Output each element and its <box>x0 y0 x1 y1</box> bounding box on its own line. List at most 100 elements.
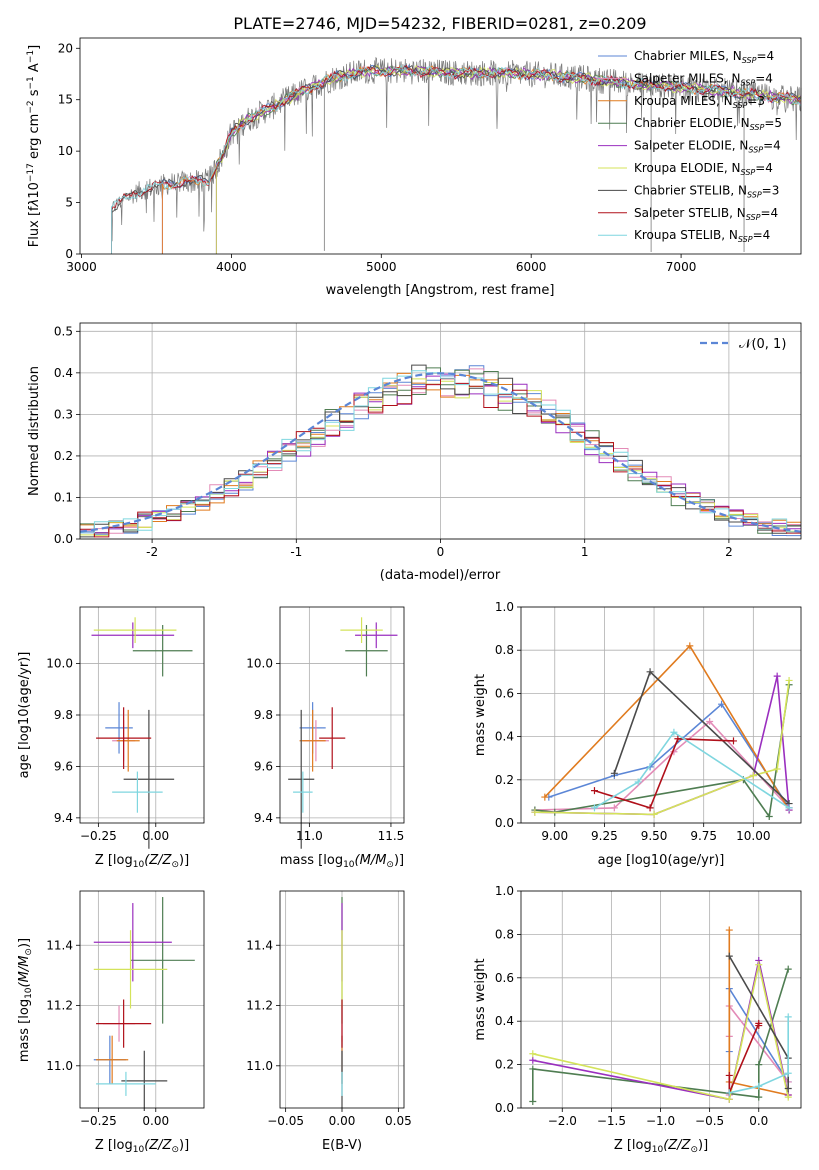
ylabel-sub: 10 <box>24 987 34 999</box>
ylabel-sun: ⊙ <box>24 948 34 956</box>
weight-point-marker <box>784 1084 792 1092</box>
x-axis-label: (data-model)/error <box>380 568 501 583</box>
ylabel-exp: −1 <box>26 50 36 63</box>
y-tick-label: 0.4 <box>495 730 514 744</box>
weight-vs-metallicity-panel: −2.0 −1.5 −1.0 −0.5 0.0 0.0 0.2 0.4 0.6 0.8 1.0 Z [… <box>473 884 802 1155</box>
x-tick-label: 6000 <box>516 260 547 274</box>
xlabel-sun: ⊙ <box>690 1145 698 1155</box>
y-axis-label: Flux [fλ10−17 erg cm−2 s−1 A−1] <box>26 45 42 247</box>
y-tick-label: 9.6 <box>254 759 273 773</box>
legend-name: Chabrier ELODIE, N <box>634 116 750 130</box>
y-tick-label: 9.4 <box>54 811 73 825</box>
x-tick-label: 0.00 <box>142 829 169 843</box>
weight-point-marker <box>650 810 658 818</box>
legend-name: Salpeter ELODIE, N <box>634 139 748 153</box>
xlabel-part: )] <box>179 853 189 868</box>
xlabel-part: (M/M <box>355 853 387 868</box>
xlabel-sub: 10 <box>343 860 355 870</box>
weight-point-marker <box>590 804 598 812</box>
model-spectrum-line <box>111 64 801 254</box>
ylabel-part: s <box>27 89 42 100</box>
xlabel-part: )] <box>698 1138 708 1153</box>
normal-distribution-curve <box>79 372 802 533</box>
y-tick-label: 0.0 <box>495 1101 514 1115</box>
weight-point-marker <box>784 1013 792 1021</box>
residuals-histogram-panel: -2 -1 0 1 2 0.0 0.1 0.2 0.3 0.4 0.5 𝒩(0, 1) (data-mo… <box>27 322 802 583</box>
xlabel-sub: 10 <box>652 1145 664 1155</box>
weight-point-marker <box>725 952 733 960</box>
weight-point-marker <box>749 771 757 779</box>
x-axis-label: wavelength [Angstrom, rest frame] <box>326 283 555 298</box>
y-tick-label: 10.0 <box>246 657 273 671</box>
legend-name: Kroupa MILES, N <box>634 94 733 108</box>
x-axis-label: Z [log10(Z/Z⊙)] <box>95 1138 189 1155</box>
weight-point-marker <box>729 737 737 745</box>
legend-sub: SSP <box>747 190 762 199</box>
xlabel-part: (Z/Z <box>144 853 172 868</box>
x-axis-label: mass [log10(M/M⊙)] <box>280 853 404 870</box>
axes-frame <box>520 890 802 1109</box>
legend-tail: =4 <box>760 206 778 220</box>
legend-sub: SSP <box>746 213 761 222</box>
legend-tail: =4 <box>755 71 773 85</box>
weight-point-marker <box>541 793 549 801</box>
legend-sub: SSP <box>742 56 757 65</box>
weight-point-marker <box>755 1093 763 1101</box>
legend-name: Chabrier STELIB, N <box>634 183 747 197</box>
xlabel-part: Z [log <box>614 1138 652 1153</box>
weight-point-marker <box>725 1095 733 1103</box>
weight-point-marker <box>765 813 773 821</box>
x-tick-label: 9.50 <box>641 829 668 843</box>
y-tick-label: 9.6 <box>54 759 73 773</box>
x-axis-label: age [log10(age/yr)] <box>598 853 725 868</box>
legend-sub: SSP <box>738 235 753 244</box>
y-tick-label: 9.4 <box>254 811 273 825</box>
legend-tail: =4 <box>753 228 771 242</box>
model-spectrum-line <box>215 65 802 254</box>
axes-frame <box>279 890 405 1109</box>
x-tick-label: 11.0 <box>296 829 323 843</box>
weight-point-marker <box>670 728 678 736</box>
y-axis-label: mass [log10(M/M⊙)] <box>17 938 34 1062</box>
y-tick-label: 0.2 <box>54 449 73 463</box>
legend-tail: =3 <box>747 94 765 108</box>
ylabel-part: mass [log <box>17 999 32 1062</box>
x-tick-label: 0 <box>437 545 445 559</box>
y-tick-label: 11.4 <box>46 938 73 952</box>
weight-point-marker <box>755 961 763 969</box>
xlabel-part: (Z/Z <box>144 1138 172 1153</box>
x-tick-label: 0.0 <box>749 1114 768 1128</box>
xlabel-part: mass [log <box>280 853 343 868</box>
weight-point-marker <box>785 804 793 812</box>
legend-label: Kroupa MILES, NSSP=3 <box>634 94 765 110</box>
weight-point-marker <box>725 1089 733 1097</box>
model-spectrum-line <box>215 64 802 254</box>
y-tick-label: 0.4 <box>495 1014 514 1028</box>
xlabel-sun: ⊙ <box>171 860 179 870</box>
x-tick-label: 9.00 <box>541 829 568 843</box>
x-tick-label: 0.00 <box>329 1114 356 1128</box>
x-tick-label: 0.00 <box>142 1114 169 1128</box>
y-tick-label: 0 <box>65 247 73 261</box>
legend-label: 𝒩(0, 1) <box>739 337 786 352</box>
x-axis-label: E(B-V) <box>322 1138 362 1153</box>
weight-point-marker <box>784 1093 792 1101</box>
weight-series-line <box>534 720 790 811</box>
weight-point-marker <box>773 672 781 680</box>
xlabel-sun: ⊙ <box>171 1145 179 1155</box>
ylabel-exp: −1 <box>26 76 36 89</box>
weight-point-marker <box>686 642 694 650</box>
axes-frame <box>79 606 205 824</box>
xlabel-part: (Z/Z <box>663 1138 691 1153</box>
x-tick-label: −0.25 <box>80 1114 117 1128</box>
legend-name: Salpeter MILES, N <box>634 71 741 85</box>
weight-point-marker <box>784 1069 792 1077</box>
x-axis-label: Z [log10(Z/Z⊙)] <box>614 1138 708 1155</box>
y-tick-label: 9.8 <box>54 708 73 722</box>
y-tick-label: 0.3 <box>54 407 73 421</box>
legend-name: Kroupa ELODIE, N <box>634 161 741 175</box>
y-tick-label: 10 <box>58 144 73 158</box>
xlabel-part: )] <box>179 1138 189 1153</box>
weight-point-marker <box>529 1050 537 1058</box>
y-tick-label: 10.0 <box>46 657 73 671</box>
